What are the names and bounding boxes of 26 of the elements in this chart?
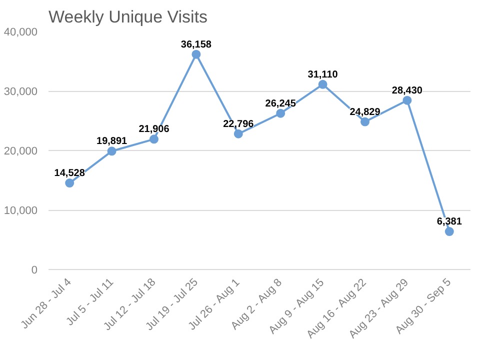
data-label: 6,381 — [436, 216, 462, 228]
point — [276, 108, 286, 118]
y-tick-label: 30,000 — [4, 86, 38, 98]
data-label: 36,158 — [180, 39, 212, 50]
data-label: 28,430 — [392, 85, 423, 96]
data-label: 22,796 — [223, 118, 254, 130]
point — [360, 117, 370, 126]
point — [402, 96, 412, 105]
data-label: 31,110 — [308, 69, 338, 80]
chart-title: Weekly Unique Visits — [48, 8, 208, 26]
y-tick-label: 20,000 — [4, 146, 38, 158]
data-label: 14,528 — [54, 168, 86, 180]
data-label: 19,891 — [96, 136, 128, 148]
y-tick-label: 10,000 — [4, 205, 38, 217]
data-label: 21,906 — [138, 124, 170, 136]
y-tick-label: 0 — [31, 264, 38, 276]
data-label: 24,829 — [350, 106, 381, 118]
data-label: 26,245 — [265, 98, 296, 110]
point — [150, 134, 158, 144]
point — [65, 178, 74, 188]
point — [318, 80, 328, 89]
point — [107, 146, 116, 156]
point — [192, 50, 201, 59]
point — [444, 227, 454, 236]
y-tick-label: 40,000 — [4, 26, 38, 38]
point — [234, 129, 243, 138]
